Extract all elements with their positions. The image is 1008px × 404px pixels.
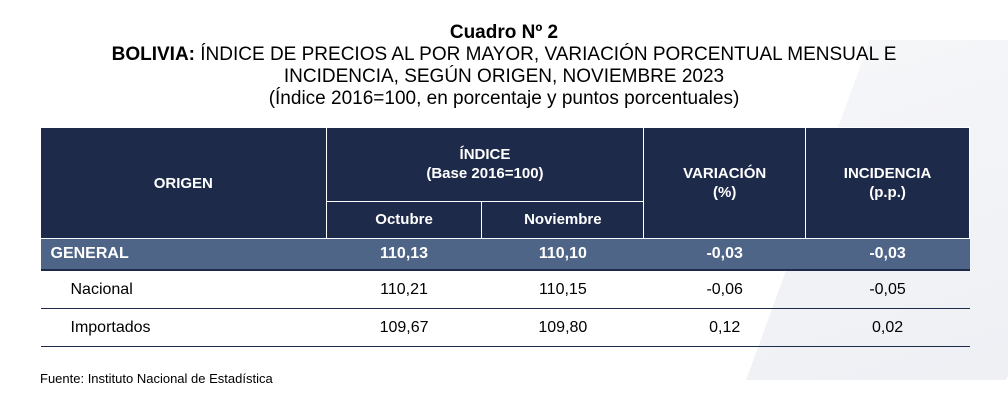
table-subtitle-line-1: BOLIVIA: ÍNDICE DE PRECIOS AL POR MAYOR,…	[0, 44, 1008, 66]
cell-octubre: 109,67	[326, 308, 482, 347]
cell-origen: Nacional	[40, 270, 327, 309]
table-subtitle-line-2: INCIDENCIA, SEGÚN ORIGEN, NOVIEMBRE 2023	[283, 66, 725, 87]
header-incidencia-unit: (p.p.)	[869, 184, 906, 201]
cell-variacion: 0,12	[643, 308, 806, 347]
cell-octubre: 110,13	[326, 238, 482, 271]
header-incidencia: INCIDENCIA (p.p.)	[805, 127, 970, 239]
cell-origen: GENERAL	[40, 238, 327, 271]
cell-noviembre: 110,10	[481, 238, 644, 271]
cell-noviembre: 109,80	[481, 308, 644, 347]
table-row-nacional: Nacional 110,21 110,15 -0,06 -0,05	[40, 270, 970, 309]
subtitle-country: BOLIVIA:	[111, 44, 195, 65]
cell-variacion: -0,06	[643, 270, 806, 309]
table-row-importados: Importados 109,67 109,80 0,12 0,02	[40, 308, 970, 347]
header-origen: ORIGEN	[40, 127, 327, 239]
table-caption: Cuadro Nº 2 BOLIVIA: ÍNDICE DE PRECIOS A…	[0, 22, 1008, 110]
header-indice-label: ÍNDICE	[459, 146, 511, 164]
header-variacion-label: VARIACIÓN	[683, 165, 767, 182]
cell-incidencia: -0,05	[805, 270, 970, 309]
subtitle-text: ÍNDICE DE PRECIOS AL POR MAYOR, VARIACIÓ…	[195, 44, 897, 65]
source-note: Fuente: Instituto Nacional de Estadístic…	[40, 371, 273, 386]
price-index-table: ORIGEN ÍNDICE (Base 2016=100) VARIACIÓN …	[40, 127, 970, 347]
cell-incidencia: 0,02	[805, 308, 970, 347]
cell-noviembre: 110,15	[481, 270, 644, 309]
header-incidencia-label: INCIDENCIA	[843, 165, 932, 182]
header-indice-base: (Base 2016=100)	[426, 165, 544, 183]
table-row-general: GENERAL 110,13 110,10 -0,03 -0,03	[40, 238, 970, 271]
header-variacion: VARIACIÓN (%)	[643, 127, 807, 239]
header-noviembre: Noviembre	[481, 200, 645, 240]
cell-origen: Importados	[40, 308, 327, 347]
table-subtitle-line-3: (Índice 2016=100, en porcentaje y puntos…	[268, 88, 740, 109]
header-variacion-unit: (%)	[713, 184, 737, 201]
cell-octubre: 110,21	[326, 270, 482, 309]
header-octubre: Octubre	[325, 200, 483, 240]
header-indice: ÍNDICE (Base 2016=100)	[325, 127, 645, 202]
table-title: Cuadro Nº 2	[449, 22, 559, 43]
cell-incidencia: -0,03	[805, 238, 970, 271]
cell-variacion: -0,03	[643, 238, 806, 271]
